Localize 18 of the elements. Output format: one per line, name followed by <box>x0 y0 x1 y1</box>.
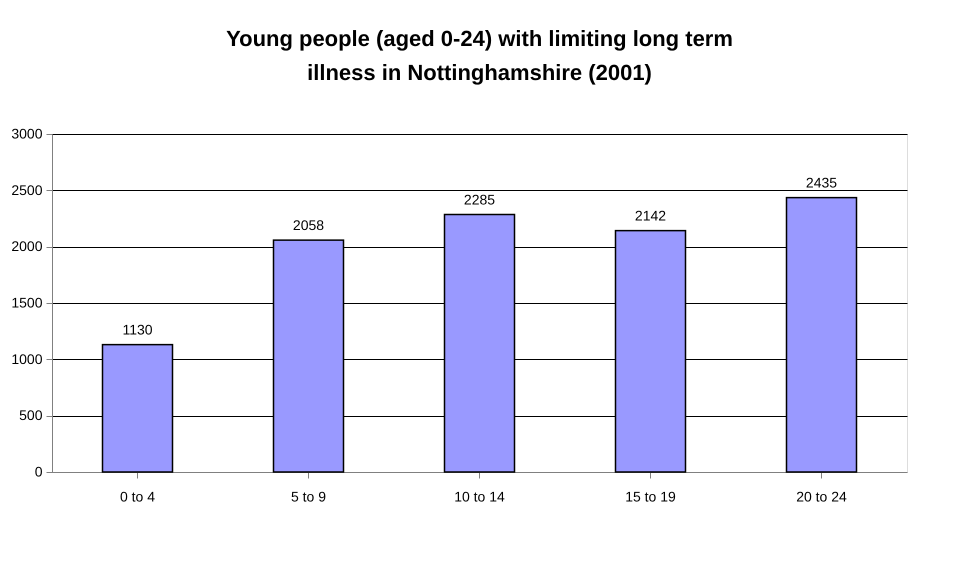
y-tick-label: 2500 <box>11 182 43 198</box>
y-tick-label: 1000 <box>11 350 43 367</box>
data-label: 1130 <box>122 322 153 338</box>
x-tick-label: 5 to 9 <box>290 488 326 504</box>
y-tick-label: 1500 <box>11 294 43 310</box>
data-label: 2142 <box>634 208 666 224</box>
y-tick-label: 3000 <box>11 126 43 142</box>
x-tick-label: 10 to 14 <box>454 488 506 504</box>
data-label: 2058 <box>292 217 324 234</box>
data-label: 2435 <box>806 174 838 191</box>
x-tick-label: 20 to 24 <box>796 488 848 504</box>
y-tick-label: 0 <box>34 464 43 480</box>
y-tick-label: 500 <box>19 407 43 424</box>
data-label: 2285 <box>464 192 496 208</box>
x-tick-label: 15 to 19 <box>625 488 676 504</box>
x-tick-label: 0 to 4 <box>120 488 156 504</box>
y-tick-label: 2000 <box>11 238 43 254</box>
chart-title: Young people (aged 0-24) with limiting long term illness in Nottinghamshire (2001) <box>226 26 733 85</box>
